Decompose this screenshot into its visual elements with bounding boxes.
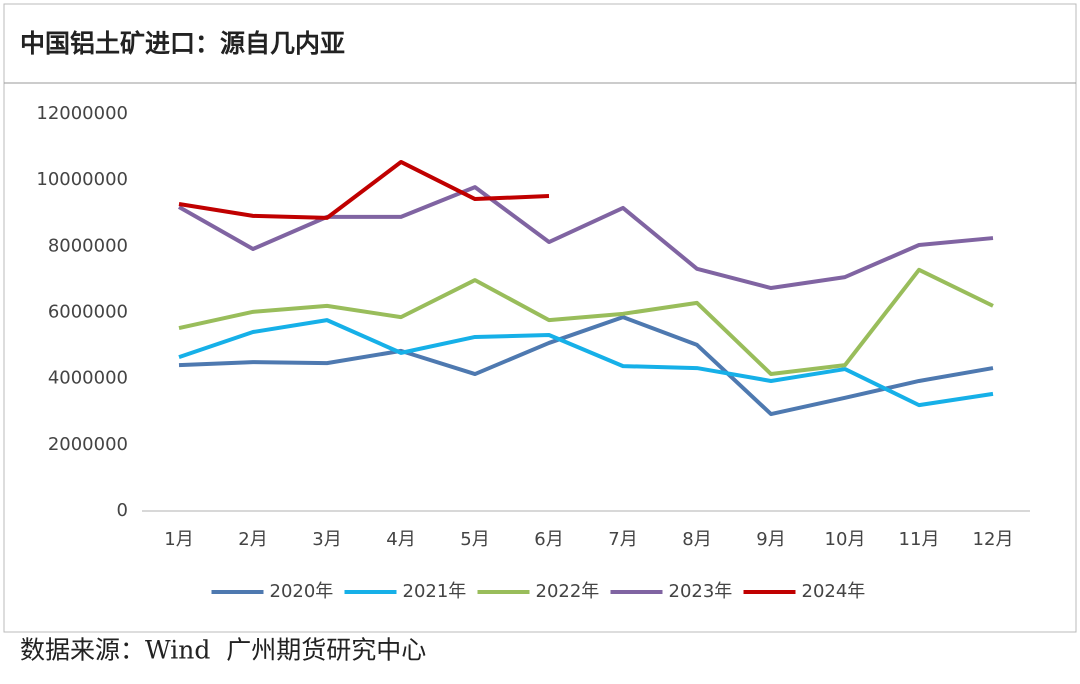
x-tick-label: 7月 xyxy=(608,529,637,550)
y-tick-label: 2000000 xyxy=(48,434,128,455)
source-note: 数据来源：Wind 广州期货研究中心 xyxy=(20,636,426,665)
x-tick-label: 9月 xyxy=(756,529,785,550)
x-tick-label: 1月 xyxy=(164,529,193,550)
x-tick-label: 11月 xyxy=(899,529,940,550)
frame xyxy=(3,3,1077,633)
x-tick-label: 10月 xyxy=(825,529,866,550)
x-tick-label: 2月 xyxy=(238,529,267,550)
legend-label: 2024年 xyxy=(802,581,866,602)
series-line xyxy=(178,159,550,220)
x-tick-label: 12月 xyxy=(973,529,1014,550)
legend-label: 2020年 xyxy=(270,581,334,602)
y-tick-label: 8000000 xyxy=(48,235,128,256)
series-line xyxy=(178,318,994,408)
x-tick-label: 6月 xyxy=(534,529,563,550)
series-line xyxy=(178,267,994,377)
legend-label: 2021年 xyxy=(403,581,467,602)
series-line xyxy=(178,315,994,417)
y-tick-label: 0 xyxy=(117,500,128,521)
x-tick-label: 4月 xyxy=(386,529,415,550)
x-tick-label: 5月 xyxy=(460,529,489,550)
legend-label: 2023年 xyxy=(669,581,733,602)
series-line xyxy=(178,185,994,291)
x-tick-label: 8月 xyxy=(682,529,711,550)
y-tick-label: 12000000 xyxy=(36,103,128,124)
y-tick-label: 4000000 xyxy=(48,368,128,389)
chart-title: 中国铝土矿进口：源自几内亚 xyxy=(20,29,345,58)
x-tick-label: 3月 xyxy=(312,529,341,550)
y-tick-label: 10000000 xyxy=(36,169,128,190)
legend-label: 2022年 xyxy=(536,581,600,602)
y-tick-label: 6000000 xyxy=(48,302,128,323)
